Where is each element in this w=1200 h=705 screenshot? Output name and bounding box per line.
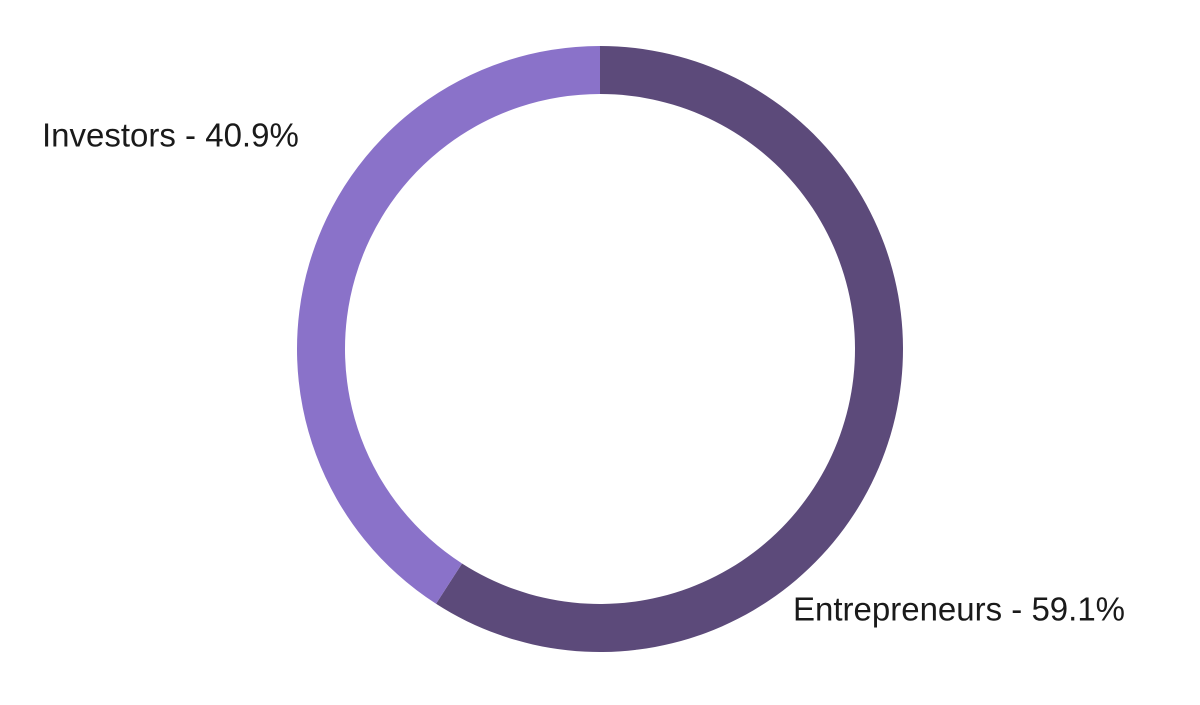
donut-segment [436, 46, 903, 652]
donut-segment [297, 46, 600, 604]
segment-label: Entrepreneurs - 59.1% [793, 591, 1125, 628]
segment-label: Investors - 40.9% [42, 117, 299, 154]
